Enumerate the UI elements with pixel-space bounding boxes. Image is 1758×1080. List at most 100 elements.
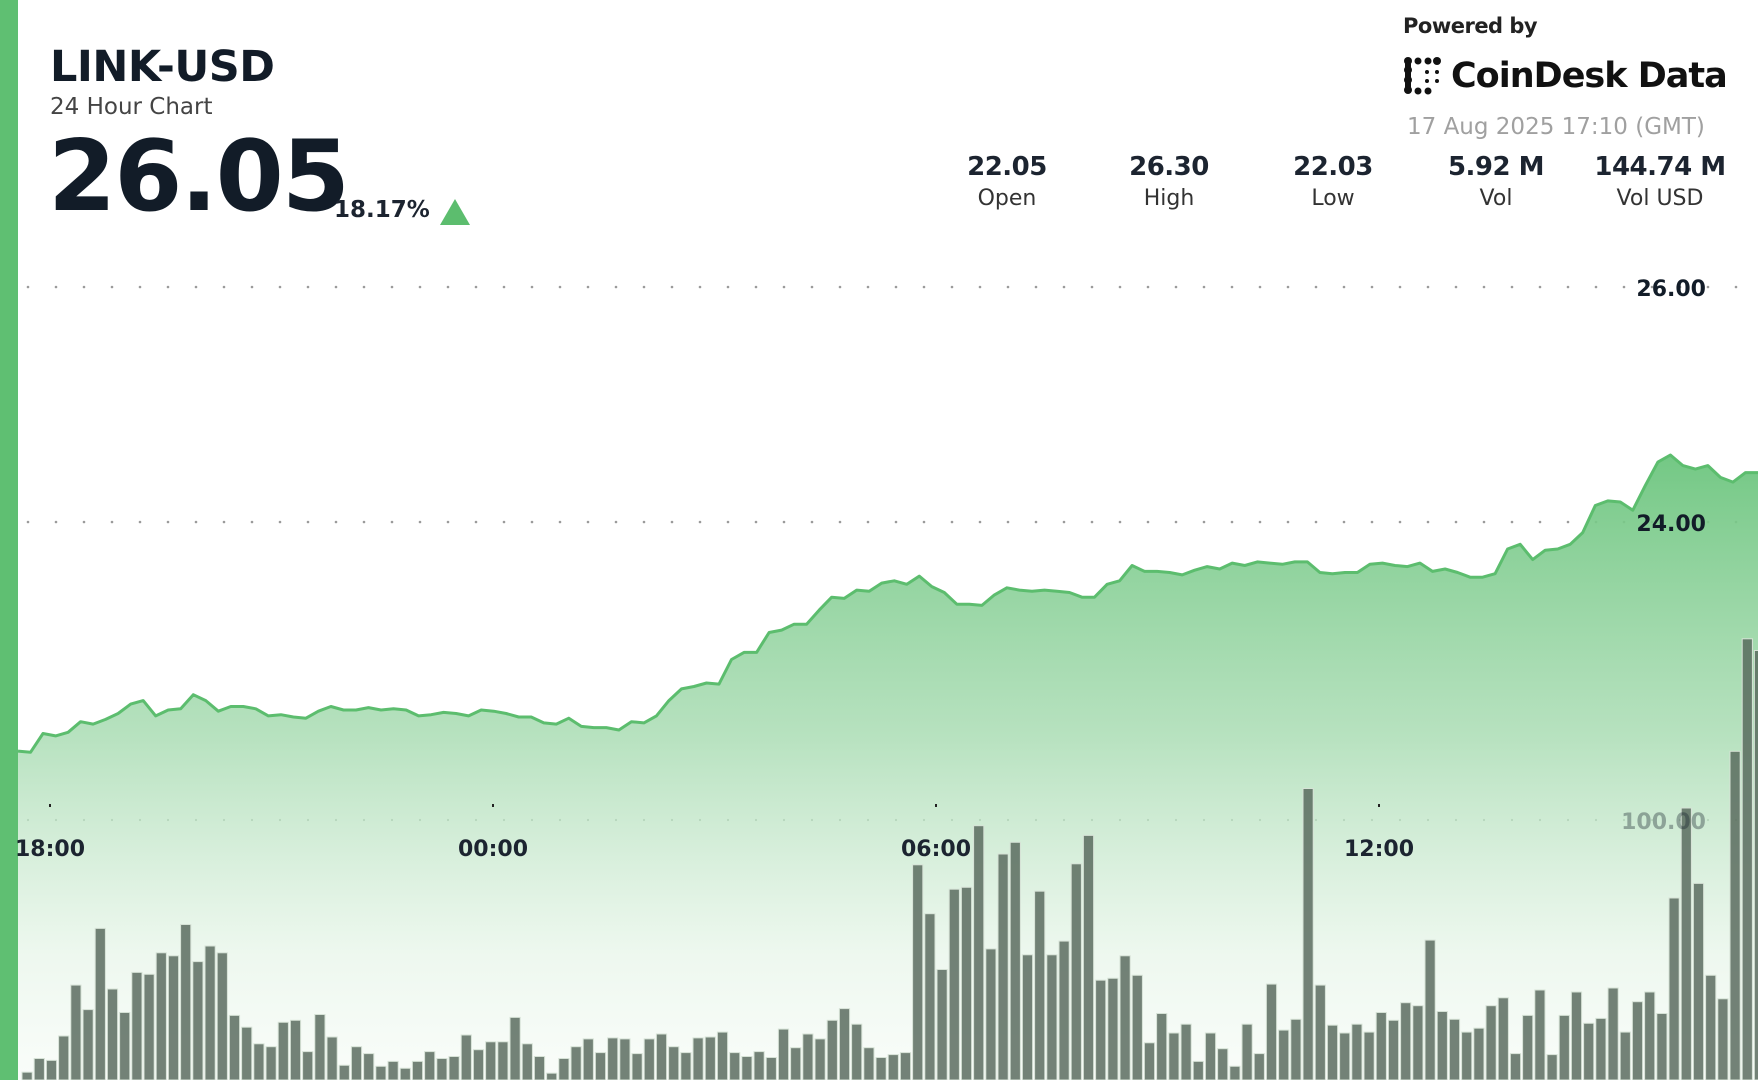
- volume-bar: [1522, 1014, 1534, 1080]
- stat-vol-label: Vol: [1479, 186, 1513, 211]
- volume-bar: [253, 1043, 265, 1080]
- volume-bar: [1290, 1018, 1302, 1080]
- volume-bar: [1619, 1031, 1631, 1080]
- brand-name: CoinDesk Data: [1451, 56, 1728, 96]
- volume-bar: [472, 1049, 485, 1080]
- up-triangle-icon: [440, 199, 470, 225]
- volume-bar: [1656, 1013, 1668, 1080]
- volume-bar: [1509, 1053, 1522, 1080]
- volume-bar: [887, 1054, 899, 1080]
- price-line: [17, 453, 1758, 754]
- volume-bar: [1644, 991, 1656, 1080]
- volume-bar: [558, 1058, 570, 1080]
- volume-bar: [1253, 1053, 1265, 1080]
- volume-bar: [741, 1056, 753, 1080]
- volume-bar: [1485, 1005, 1497, 1080]
- volume-bar: [460, 1034, 472, 1080]
- volume-bar: [436, 1058, 448, 1080]
- volume-bar: [131, 971, 143, 1080]
- volume-bar: [338, 1064, 350, 1080]
- stat-vol-usd: 144.74 M Vol USD: [1580, 152, 1740, 211]
- volume-bar: [1107, 977, 1119, 1080]
- volume-bar: [1741, 638, 1753, 1080]
- volume-bar: [1363, 1031, 1375, 1080]
- volume-bar: [1436, 1011, 1448, 1080]
- volume-bar: [863, 1047, 875, 1080]
- volume-bar: [814, 1038, 826, 1080]
- volume-bar: [167, 955, 180, 1080]
- volume-bar: [70, 984, 82, 1080]
- volume-bar: [1204, 1032, 1217, 1080]
- y-axis-label: 26.00: [1636, 277, 1706, 302]
- volume-bar: [375, 1065, 387, 1080]
- volume-bar: [1412, 1005, 1424, 1080]
- stat-high: 26.30 High: [1089, 152, 1249, 211]
- volume-bar: [192, 961, 204, 1080]
- volume-bar: [1461, 1031, 1473, 1080]
- x-axis-label: 18:00: [15, 837, 85, 862]
- volume-bar: [82, 1009, 94, 1080]
- volume-bar: [1705, 974, 1717, 1080]
- volume-bar: [399, 1067, 411, 1080]
- volume-bar: [960, 886, 973, 1080]
- volume-bar: [143, 973, 155, 1080]
- volume-bar: [1473, 1027, 1485, 1080]
- volume-bar: [302, 1051, 314, 1080]
- volume-bar: [948, 888, 960, 1080]
- volume-bar: [1717, 998, 1729, 1080]
- volume-bar: [1729, 750, 1741, 1080]
- volume-bar: [643, 1038, 655, 1080]
- volume-bar: [594, 1052, 607, 1080]
- volume-bar: [1583, 1022, 1595, 1080]
- volume-bar: [1131, 974, 1143, 1080]
- volume-bar: [936, 969, 948, 1080]
- volume-bar: [1095, 979, 1107, 1080]
- volume-bar: [1143, 1042, 1156, 1080]
- coindesk-logo-icon: [1404, 57, 1441, 95]
- volume-bar: [777, 1028, 790, 1080]
- volume-bar: [1070, 863, 1082, 1080]
- volume-bar: [1668, 897, 1680, 1080]
- volume-bar: [838, 1008, 851, 1080]
- stat-low-label: Low: [1311, 186, 1355, 211]
- volume-bar: [1692, 882, 1705, 1080]
- stat-low: 22.03 Low: [1253, 152, 1413, 211]
- volume-bar: [448, 1056, 460, 1080]
- current-price: 26.05: [48, 120, 350, 234]
- timestamp: 17 Aug 2025 17:10 (GMT): [1407, 114, 1705, 140]
- volume-bar: [1156, 1013, 1168, 1080]
- volume-bar: [655, 1033, 668, 1080]
- stat-high-value: 26.30: [1129, 152, 1209, 182]
- volume-bar: [1339, 1032, 1351, 1080]
- volume-bar: [1400, 1002, 1412, 1080]
- price-area: [18, 455, 1758, 1080]
- volume-bar: [1168, 1032, 1180, 1080]
- stat-low-value: 22.03: [1293, 152, 1373, 182]
- volume-bar: [119, 1012, 131, 1080]
- volume-bar: [692, 1037, 704, 1080]
- volume-bar: [973, 825, 985, 1080]
- volume-bar: [1058, 940, 1070, 1080]
- powered-by-label: Powered by: [1403, 14, 1538, 38]
- volume-bar: [1351, 1023, 1363, 1080]
- x-axis-label: 00:00: [458, 837, 528, 862]
- volume-bar: [631, 1053, 643, 1080]
- stat-open-label: Open: [977, 186, 1037, 211]
- brand-logo: CoinDesk Data: [1403, 56, 1728, 96]
- volume-bar: [326, 1036, 338, 1080]
- y-axis-labels: 24.00 26.00 100.00: [1621, 277, 1706, 835]
- volume-bar: [1424, 939, 1436, 1080]
- volume-bar: [1448, 1018, 1461, 1080]
- volume-bar: [1497, 997, 1509, 1080]
- volume-bar: [1680, 807, 1692, 1080]
- volume-bar: [802, 1033, 814, 1080]
- volume-bar: [58, 1035, 70, 1080]
- volume-bar: [1607, 987, 1619, 1080]
- volume-bar: [265, 1046, 277, 1080]
- volume-bar: [1119, 955, 1131, 1080]
- volume-bar: [1534, 989, 1546, 1080]
- x-axis-label: 06:00: [901, 837, 971, 862]
- volume-bar: [411, 1060, 424, 1080]
- volume-bar: [704, 1036, 716, 1080]
